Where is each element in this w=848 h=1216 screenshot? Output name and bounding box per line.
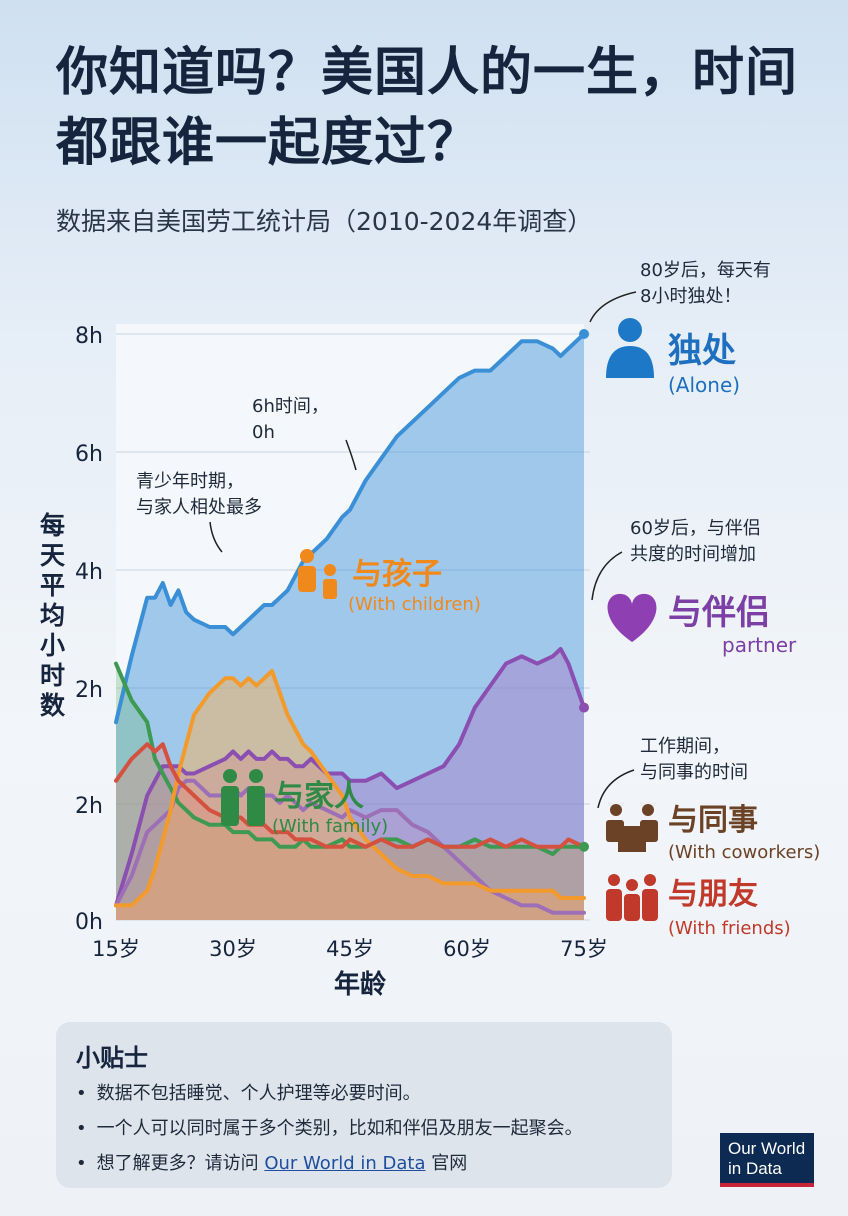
- annotation-leader: [597, 769, 635, 809]
- legend-friends-sub: (With friends): [668, 918, 791, 939]
- series-end-point: [579, 841, 589, 852]
- coworkers-icon: [606, 804, 658, 852]
- legend-alone-sub: (Alone): [668, 373, 740, 397]
- y-tick-label: 2h: [75, 794, 103, 819]
- y-tick-label: 2h: [75, 678, 103, 703]
- tips-box: 小贴士 数据不包括睡觉、个人护理等必要时间。 一个人可以同时属于多个类别，比如和…: [56, 1022, 672, 1188]
- logo-line-1: Our World: [728, 1139, 806, 1158]
- owid-logo: Our World in Data: [720, 1133, 814, 1187]
- y-tick-label: 8h: [75, 324, 103, 349]
- annotation-leader: [591, 551, 623, 601]
- logo-line-2: in Data: [728, 1159, 782, 1178]
- annotation-coworkers-2: 与同事的时间: [640, 762, 748, 783]
- series-line-3: [114, 669, 586, 908]
- tip-item-link: 想了解更多？请访问 Our World in Data 官网: [76, 1146, 666, 1181]
- legend-friends: 与朋友: [668, 877, 758, 912]
- x-tick-label: 15岁: [92, 937, 140, 961]
- annotation-partner-2: 共度的时间增加: [630, 544, 756, 565]
- legend-alone: 独处: [668, 331, 736, 371]
- tip-item: 数据不包括睡觉、个人护理等必要时间。: [76, 1076, 666, 1111]
- legend-family: 与家人: [274, 779, 364, 814]
- area-5: [116, 744, 584, 920]
- annotation-alone-2: 8小时独处！: [640, 286, 741, 307]
- page-subtitle: 数据来自美国劳工统计局（2010-2024年调查）: [56, 207, 593, 236]
- annotation-leader: [209, 521, 223, 553]
- owid-link[interactable]: Our World in Data: [264, 1153, 426, 1174]
- legend-coworkers: 与同事: [668, 803, 758, 838]
- y-tick-label: 4h: [75, 560, 103, 585]
- parent-child-icon: [298, 549, 337, 599]
- series-end-point: [579, 329, 589, 339]
- annotation-coworkers-1: 工作期间，: [640, 736, 730, 757]
- series-end-point: [579, 702, 589, 713]
- legend-partner-sub: partner: [722, 633, 797, 657]
- legend-family-sub: (With family): [272, 816, 388, 837]
- annotation-leader: [345, 439, 357, 471]
- x-axis-label: 年龄: [334, 969, 387, 1000]
- legend-partner: 与伴侣: [668, 593, 770, 633]
- annotation-mid-2: 0h: [252, 422, 275, 443]
- annotation-partner-1: 60岁后，与伴侣: [630, 518, 761, 539]
- person-icon: [606, 318, 654, 378]
- series-line-5: [114, 742, 586, 849]
- tip-link-prefix: 想了解更多？请访问: [96, 1153, 265, 1174]
- x-tick-label: 30岁: [209, 937, 257, 961]
- legend-children: 与孩子: [352, 557, 442, 592]
- tip-link-suffix: 官网: [425, 1153, 468, 1174]
- tips-title: 小贴士: [76, 1044, 148, 1072]
- annotation-leader: [589, 291, 637, 323]
- annotation-alone-1: 80岁后，每天有: [640, 260, 771, 281]
- y-axis-label: 每天平均小时数: [40, 511, 66, 720]
- legend-coworkers-sub: (With coworkers): [668, 842, 820, 863]
- series-line-1: [114, 647, 586, 908]
- tip-item: 一个人可以同时属于多个类别，比如和伴侣及朋友一起聚会。: [76, 1111, 666, 1146]
- annotation-mid-1: 6h时间，: [252, 396, 329, 417]
- x-tick-label: 45岁: [326, 937, 374, 961]
- x-axis: 15岁 30岁 45岁 60岁 75岁: [92, 937, 608, 961]
- friends-icon: [606, 874, 658, 921]
- tips-list: 数据不包括睡觉、个人护理等必要时间。 一个人可以同时属于多个类别，比如和伴侣及朋…: [76, 1076, 666, 1181]
- y-tick-label: 6h: [75, 442, 103, 467]
- x-tick-label: 75岁: [560, 937, 608, 961]
- heart-icon: [607, 593, 657, 642]
- page-title: 你知道吗？美国人的一生，时间都跟谁一起度过？: [56, 43, 799, 173]
- annotation-teen-1: 青少年时期，: [136, 471, 244, 492]
- couple-icon: [221, 769, 265, 826]
- annotation-teen-2: 与家人相处最多: [136, 497, 262, 518]
- legend-children-sub: (With children): [348, 594, 481, 615]
- area-3: [116, 671, 584, 920]
- x-tick-label: 60岁: [443, 937, 491, 961]
- y-tick-label: 0h: [75, 910, 103, 935]
